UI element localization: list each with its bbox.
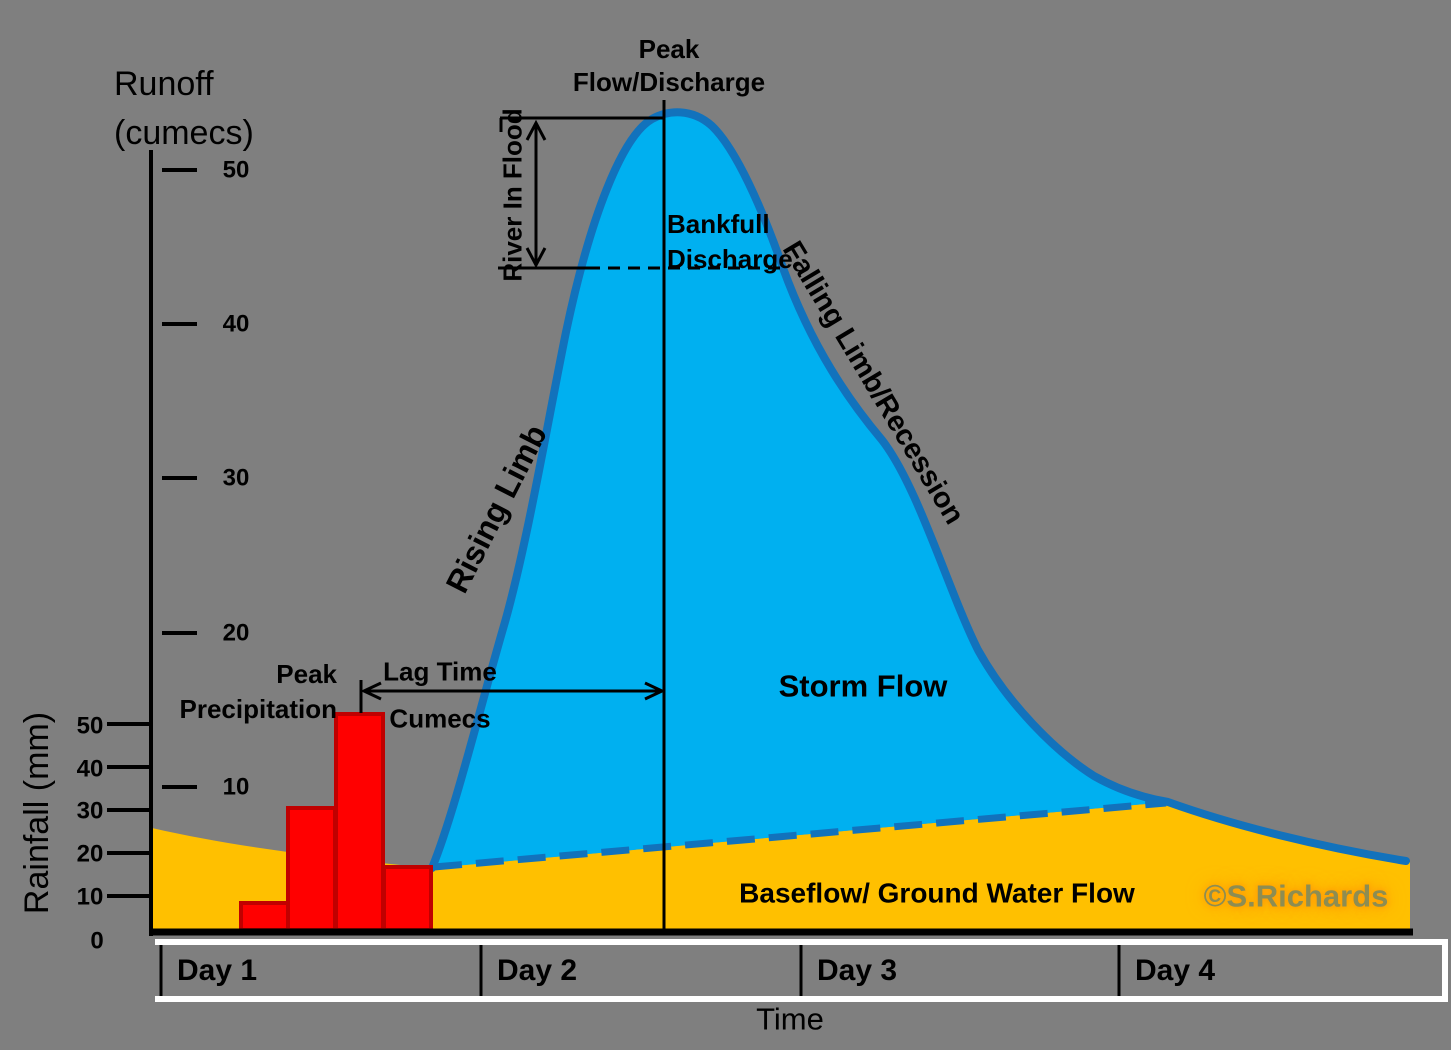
- time-axis-title: Time: [756, 1001, 824, 1037]
- runoff-axis-title-line1: Runoff: [114, 65, 214, 103]
- storm-flow-label: Storm Flow: [778, 668, 948, 704]
- peak-precipitation-line1: Peak: [276, 659, 337, 689]
- runoff-axis-title-line2: (cumecs): [114, 114, 254, 152]
- hydrograph-curve: [428, 108, 1410, 872]
- day-4-label: Day 4: [1135, 954, 1216, 987]
- rainfall-axis-title: Rainfall (mm): [18, 711, 57, 915]
- bankfull-discharge-label: Bankfull Discharge: [667, 207, 793, 277]
- bankfull-label-line2: Discharge: [667, 244, 793, 274]
- time-axis-band: [155, 939, 1448, 1002]
- baseflow-label: Baseflow/ Ground Water Flow: [739, 877, 1135, 909]
- rainfall-tick-0: 0: [90, 927, 104, 955]
- runoff-ticks: [162, 168, 197, 789]
- runoff-tick-40: 40: [222, 310, 250, 338]
- runoff-tick-50: 50: [222, 156, 250, 184]
- lag-time-arrow: [359, 680, 666, 713]
- runoff-axis-title: Runoff (cumecs): [114, 60, 254, 158]
- rainfall-tick-30: 30: [76, 797, 104, 825]
- peak-flow-label-line2: Flow/Discharge: [572, 67, 766, 97]
- rain-bar-1: [239, 901, 290, 932]
- peak-flow-label: Peak Flow/Discharge: [573, 33, 765, 99]
- rainfall-tick-10: 10: [76, 883, 104, 911]
- runoff-tick-30: 30: [222, 464, 250, 492]
- storm-flow-area: [432, 112, 1168, 868]
- rainfall-ticks: [107, 722, 151, 898]
- rainfall-tick-50: 50: [76, 712, 104, 740]
- rain-bar-3: [334, 712, 385, 932]
- bankfull-label-line1: Bankfull: [667, 209, 770, 239]
- peak-precipitation-line2: Precipitation: [179, 694, 337, 724]
- rainfall-tick-20: 20: [76, 840, 104, 868]
- river-in-flood-arrow: [525, 119, 547, 269]
- runoff-tick-20: 20: [222, 619, 250, 647]
- peak-precipitation-label: Peak Precipitation: [170, 657, 337, 727]
- day-2-label: Day 2: [497, 954, 578, 987]
- watermark-credit: ©S.Richards: [1203, 878, 1389, 914]
- cumecs-label: Cumecs: [389, 703, 491, 734]
- day-3-label: Day 3: [817, 954, 898, 987]
- rain-bar-2: [286, 806, 337, 932]
- lag-time-label: Lag Time: [383, 656, 497, 687]
- day-1-label: Day 1: [177, 954, 258, 987]
- baseflow-area: [152, 802, 1410, 930]
- runoff-tick-10: 10: [222, 773, 250, 801]
- rainfall-tick-40: 40: [76, 755, 104, 783]
- peak-flow-label-line1: Peak: [638, 34, 700, 64]
- river-in-flood-label: River In Flood: [497, 108, 528, 282]
- baseflow-separation-dashed-line: [433, 799, 1167, 871]
- rain-bar-4: [382, 865, 433, 932]
